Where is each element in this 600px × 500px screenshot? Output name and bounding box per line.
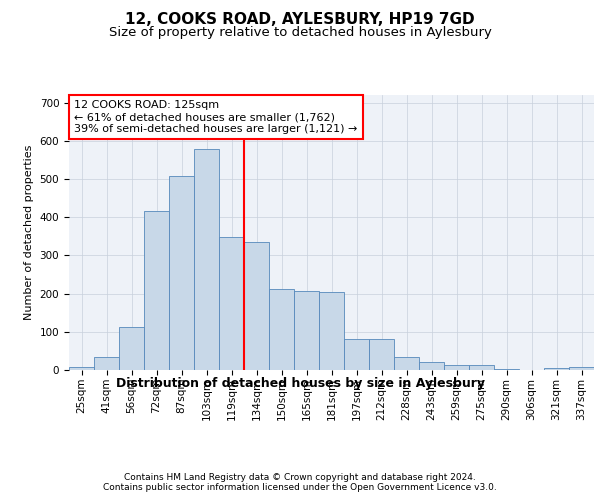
Text: Contains HM Land Registry data © Crown copyright and database right 2024.
Contai: Contains HM Land Registry data © Crown c…: [103, 473, 497, 492]
Bar: [569, 367, 594, 370]
Bar: [219, 238, 244, 370]
Bar: [494, 369, 519, 370]
Bar: [294, 291, 319, 370]
Bar: [169, 176, 194, 370]
Bar: [244, 242, 269, 370]
Bar: [119, 327, 144, 370]
Y-axis label: Number of detached properties: Number of detached properties: [24, 145, 34, 320]
Bar: [194, 149, 219, 370]
Bar: [444, 366, 469, 370]
Text: 12, COOKS ROAD, AYLESBURY, HP19 7GD: 12, COOKS ROAD, AYLESBURY, HP19 7GD: [125, 12, 475, 28]
Bar: [419, 362, 444, 370]
Bar: [69, 367, 94, 370]
Bar: [144, 212, 169, 370]
Bar: [269, 288, 294, 370]
Bar: [344, 340, 369, 370]
Bar: [394, 356, 419, 370]
Text: Distribution of detached houses by size in Aylesbury: Distribution of detached houses by size …: [115, 378, 485, 390]
Text: Size of property relative to detached houses in Aylesbury: Size of property relative to detached ho…: [109, 26, 491, 39]
Bar: [544, 368, 569, 370]
Text: 12 COOKS ROAD: 125sqm
← 61% of detached houses are smaller (1,762)
39% of semi-d: 12 COOKS ROAD: 125sqm ← 61% of detached …: [74, 100, 358, 134]
Bar: [94, 356, 119, 370]
Bar: [469, 366, 494, 370]
Bar: [369, 340, 394, 370]
Bar: [319, 292, 344, 370]
